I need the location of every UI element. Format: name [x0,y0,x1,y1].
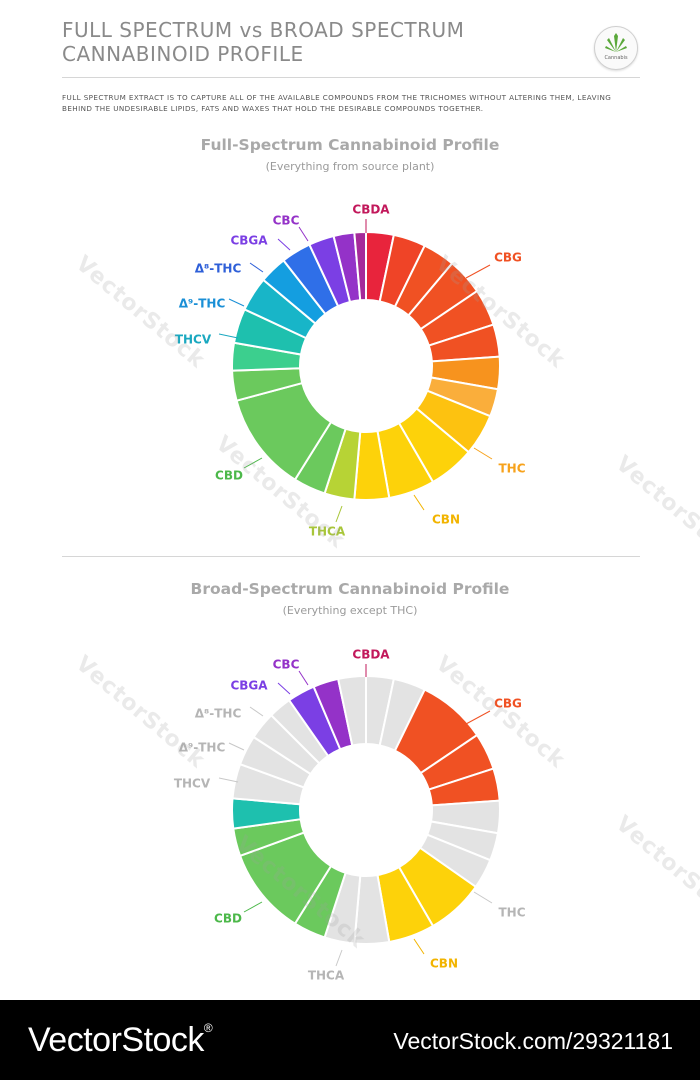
leader-line [298,226,309,242]
full-spectrum-donut: CBDA CBG THC CBN THCA CBD THCV Δ⁹-THC Δ⁸-THC CBGA… [175,203,526,539]
leader-line [298,670,309,686]
title-line-2: CANNABINOID PROFILE [62,42,304,66]
leader-line [473,447,493,460]
full-spectrum-title: Full-Spectrum Cannabinoid Profile [200,136,500,154]
segment-label: CBDA [352,648,390,662]
segment-label: THCV [174,777,211,791]
section-divider [62,556,640,557]
footer-brand: VectorStock® [28,1021,213,1060]
leader-line [249,262,264,273]
leader-line [335,949,343,967]
segment-label: THCA [308,969,345,983]
logo-caption: Cannabis [604,55,628,61]
leader-line [228,742,245,751]
leader-line [335,505,343,523]
segment-label: CBGA [230,234,268,248]
page-title: FULL SPECTRUM vs BROAD SPECTRUM CANNABIN… [62,18,532,66]
segment-label: CBGA [230,679,268,693]
donut-segment [353,230,367,302]
leader-line [218,777,239,783]
leader-line [277,682,291,695]
broad-spectrum-subtitle: (Everything except THC) [282,604,418,617]
leader-line [277,238,291,251]
intro-text: Full spectrum extract is to capture all … [62,93,612,113]
cannabis-leaf-icon [605,33,627,52]
footer-url: VectorStock.com/29321181 [393,1028,673,1054]
donut-segment [336,674,367,747]
segment-label: CBC [273,658,300,672]
segment-label: THC [498,462,525,476]
cannabis-logo: Cannabis [594,26,638,70]
footer-brand-name: VectorStock [28,1021,204,1059]
leader-line [465,264,491,279]
leader-line [413,938,425,955]
broad-spectrum-title: Broad-Spectrum Cannabinoid Profile [190,580,510,598]
leader-line [228,298,245,307]
segment-label: CBG [494,251,522,265]
broad-spectrum-donut: CBDA CBG THC CBN THCA CBD THCV Δ⁹-THC Δ⁸-THC CBGA… [174,648,526,983]
segment-label: CBDA [352,203,390,217]
segment-label: CBC [273,214,300,228]
leader-line [249,706,264,717]
header-divider [62,77,640,78]
leader-line [473,891,493,904]
segment-label: Δ⁹-THC [179,741,226,755]
full-spectrum-subtitle: (Everything from source plant) [265,160,435,173]
registered-mark: ® [203,1021,213,1035]
leader-line [465,710,491,725]
segment-label: THC [498,906,525,920]
segment-label: Δ⁸-THC [195,707,242,721]
segment-label: Δ⁹-THC [179,297,226,311]
donut-charts: CBDA CBG THC CBN THCA CBD THCV Δ⁹-THC Δ⁸-THC CBGA… [174,203,526,983]
segment-label: THCV [175,333,212,347]
title-line-1: FULL SPECTRUM vs BROAD SPECTRUM [62,18,465,42]
segment-label: CBN [432,513,460,527]
segment-label: THCA [309,525,346,539]
leader-line [243,901,263,913]
segment-label: CBN [430,957,458,971]
segment-label: CBD [215,469,243,483]
segment-label: CBG [494,697,522,711]
segment-label: Δ⁸-THC [195,262,242,276]
infographic: FULL SPECTRUM vs BROAD SPECTRUM CANNABIN… [62,18,700,983]
segment-label: CBD [214,912,242,926]
leader-line [413,494,425,511]
leader-line [218,333,239,339]
leader-line [243,457,263,469]
footer-bar: VectorStock® VectorStock.com/29321181 [0,1000,700,1080]
